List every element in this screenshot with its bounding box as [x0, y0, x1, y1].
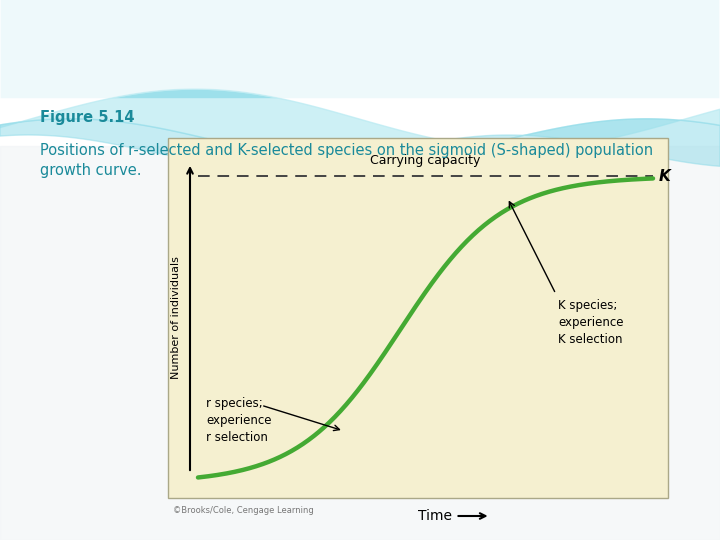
Text: Carrying capacity: Carrying capacity	[370, 154, 481, 167]
Text: ©Brooks/Cole, Cengage Learning: ©Brooks/Cole, Cengage Learning	[173, 506, 314, 515]
Text: Figure 5.14: Figure 5.14	[40, 110, 135, 125]
Text: Time: Time	[418, 509, 452, 523]
Text: r species;
experience
r selection: r species; experience r selection	[206, 397, 271, 444]
Text: K species;
experience
K selection: K species; experience K selection	[558, 299, 624, 346]
Text: K: K	[659, 169, 671, 184]
Text: Positions of r-selected and K-selected species on the sigmoid (S-shaped) populat: Positions of r-selected and K-selected s…	[40, 143, 653, 178]
Text: Number of individuals: Number of individuals	[171, 256, 181, 380]
Bar	[168, 138, 668, 498]
